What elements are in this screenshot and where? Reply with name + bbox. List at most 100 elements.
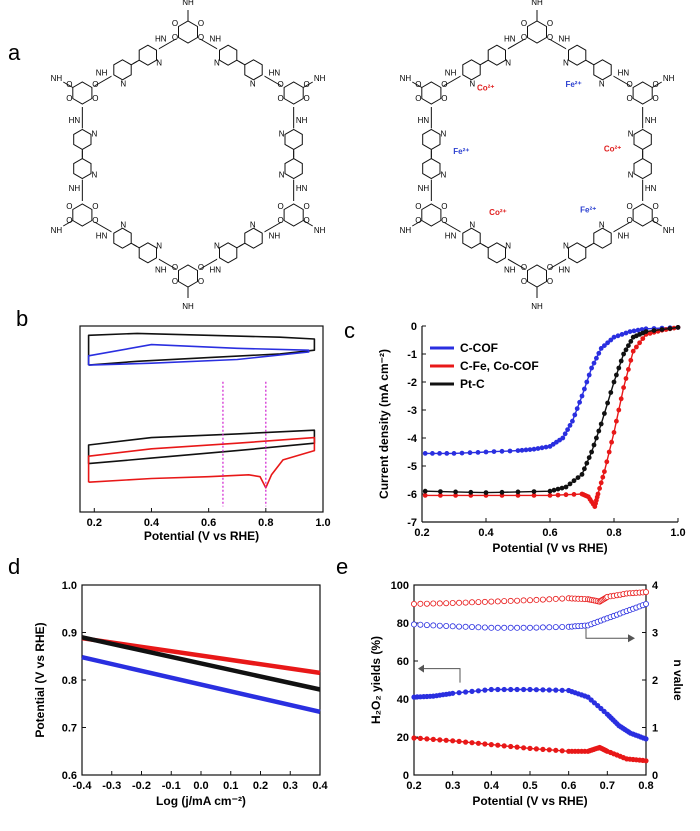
data-point: [437, 737, 443, 743]
amine-label: NH: [400, 226, 412, 235]
data-point: [605, 400, 610, 406]
amine-label: NH: [418, 184, 430, 193]
y-tick-label: 0.7: [62, 723, 77, 735]
y-tick-label: 0: [403, 770, 409, 782]
amine-label: NH: [51, 226, 63, 235]
ring-mask: [485, 44, 508, 67]
data-point: [533, 624, 540, 631]
data-point: [605, 340, 610, 346]
metal-ion-label: Co²⁺: [477, 84, 495, 93]
data-point: [604, 459, 610, 465]
data-point: [584, 379, 590, 385]
data-point: [586, 372, 592, 378]
x-tick-label: 0.8: [606, 527, 621, 539]
x-tick-label: 0.8: [638, 780, 653, 792]
bond: [412, 81, 423, 88]
data-point: [417, 600, 424, 607]
oxygen-label: O: [415, 202, 421, 211]
y-tick-label: -7: [407, 517, 417, 529]
data-point: [488, 598, 495, 605]
data-point: [543, 444, 549, 450]
bond: [236, 59, 246, 66]
oxygen-label: O: [547, 263, 553, 272]
data-point: [582, 386, 587, 392]
aromatic-ring: [593, 227, 612, 249]
y-tick-label: 2: [652, 675, 658, 687]
amine-label: HN: [209, 266, 221, 275]
data-point: [475, 740, 481, 746]
data-point: [520, 597, 527, 604]
amine-label: HN: [96, 231, 108, 240]
ring-mask: [242, 58, 265, 81]
amine-label: NH: [209, 34, 221, 43]
bond: [412, 220, 423, 227]
oxygen-label: O: [304, 216, 310, 225]
aromatic-ring: [421, 81, 442, 105]
oxygen-label: O: [304, 202, 310, 211]
data-point: [499, 489, 505, 495]
x-tick-label: 0.6: [542, 527, 557, 539]
panel-label-a: a: [8, 40, 21, 65]
data-point: [437, 450, 443, 456]
x-tick-label: -0.4: [73, 780, 93, 792]
x-tick-label: 0.6: [201, 517, 216, 529]
data-point: [577, 399, 582, 405]
data-point: [450, 738, 456, 744]
data-point: [623, 347, 629, 353]
y-tick-label: 80: [397, 618, 409, 630]
aromatic-ring: [113, 227, 132, 249]
x-tick-label: -0.1: [162, 780, 181, 792]
y-tick-label: -2: [407, 377, 417, 389]
oxygen-label: O: [198, 33, 204, 42]
data-point: [481, 598, 488, 605]
data-point: [488, 686, 494, 693]
data-point: [514, 597, 521, 604]
data-point: [598, 480, 604, 486]
nitrogen-label: N: [469, 79, 475, 88]
data-point: [456, 599, 463, 606]
data-point: [619, 331, 625, 337]
ring-mask: [111, 227, 134, 250]
nitrogen-label: N: [214, 59, 220, 68]
data-point: [462, 689, 469, 695]
bond: [651, 220, 662, 227]
bond: [585, 242, 595, 249]
data-point: [611, 429, 617, 435]
oxygen-label: O: [415, 80, 421, 89]
data-point: [594, 355, 599, 361]
data-point: [643, 589, 650, 596]
ring-mask: [631, 128, 654, 151]
nitrogen-label: N: [469, 221, 475, 230]
oxygen-label: O: [172, 33, 178, 42]
aromatic-ring: [72, 81, 93, 105]
oxygen-label: O: [198, 277, 204, 286]
oxygen-label: O: [66, 80, 72, 89]
bond: [236, 242, 246, 249]
bond: [63, 81, 74, 88]
data-point: [606, 449, 612, 455]
x-tick-label: 0.1: [223, 780, 238, 792]
x-tick-label: 0.2: [406, 780, 421, 792]
data-point: [596, 428, 602, 434]
oxygen-label: O: [627, 94, 633, 103]
oxygen-label: O: [627, 202, 633, 211]
arrow-head: [418, 664, 424, 673]
data-point: [424, 736, 430, 742]
amine-label: HN: [445, 231, 457, 240]
amine-label: HN: [296, 184, 308, 193]
data-point: [501, 686, 507, 693]
data-point: [659, 327, 665, 332]
data-point: [467, 450, 473, 456]
nitrogen-label: N: [91, 129, 97, 138]
data-point: [533, 687, 540, 693]
data-point: [553, 687, 559, 693]
oxygen-label: O: [66, 94, 72, 103]
data-point: [608, 390, 614, 395]
x-tick-label: 0.4: [144, 517, 160, 529]
data-point: [527, 447, 533, 453]
data-point: [546, 687, 552, 693]
data-point: [520, 745, 527, 751]
data-point: [411, 735, 417, 741]
nitrogen-label: N: [120, 221, 126, 230]
